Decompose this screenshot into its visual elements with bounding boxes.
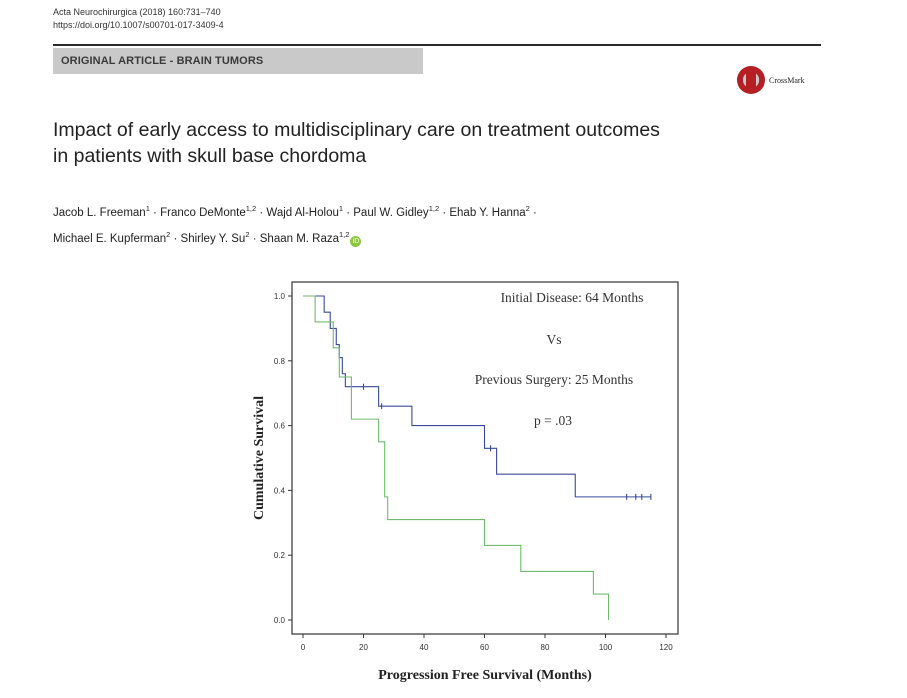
author-name[interactable]: Wajd Al-Holou <box>266 206 339 219</box>
x-tick-label: 0 <box>301 643 306 652</box>
x-tick-label: 20 <box>359 643 368 652</box>
crossmark-badge[interactable]: CrossMark <box>737 66 827 98</box>
y-tick-label: 0.8 <box>274 357 286 366</box>
author-name[interactable]: Jacob L. Freeman <box>53 206 146 219</box>
author-name[interactable]: Shaan M. Raza <box>259 232 340 245</box>
chart-annotation: Previous Surgery: 25 Months <box>475 372 633 387</box>
title-line-2: in patients with skull base chordoma <box>53 145 367 167</box>
author-separator: · <box>149 206 161 219</box>
author-affiliation: 1,2 <box>339 229 350 239</box>
x-tick-label: 60 <box>480 643 489 652</box>
crossmark-label: CrossMark <box>769 76 805 85</box>
author-name[interactable]: Michael E. Kupferman <box>53 232 167 245</box>
author-name[interactable]: Franco DeMonte <box>160 206 246 219</box>
survival-curve-2 <box>303 295 610 620</box>
doi-link[interactable]: https://doi.org/10.1007/s00701-017-3409-… <box>53 20 224 30</box>
section-label: ORIGINAL ARTICLE - BRAIN TUMORS <box>53 48 423 74</box>
author-separator: · <box>529 206 537 219</box>
author-separator: · <box>439 206 450 219</box>
chart-annotation: p = .03 <box>534 413 572 428</box>
x-tick-label: 100 <box>599 643 613 652</box>
y-axis-label: Cumulative Survival <box>252 396 267 520</box>
chart-annotation: Vs <box>546 332 561 347</box>
author-affiliation: 2 <box>166 229 171 239</box>
x-tick-label: 80 <box>541 643 550 652</box>
author-separator: · <box>256 206 267 219</box>
author-affiliation: 2 <box>245 229 250 239</box>
title-line-1: Impact of early access to multidisciplin… <box>53 119 660 141</box>
author-affiliation: 1,2 <box>428 204 440 213</box>
y-tick-label: 0.0 <box>274 616 286 625</box>
author-separator: · <box>343 206 354 219</box>
survival-figure: 0.0 0.2 0.4 0.6 0.8 1.0 0 20 40 60 80 100 120 Progres… <box>236 258 736 698</box>
author-affiliation: 1 <box>145 204 150 213</box>
y-tick-label: 0.4 <box>274 486 286 495</box>
article-title: Impact of early access to multidisciplin… <box>53 117 813 169</box>
orcid-icon[interactable]: iD <box>350 235 362 247</box>
crossmark-icon <box>737 66 765 94</box>
y-tick-label: 0.2 <box>274 551 286 560</box>
author-name[interactable]: Ehab Y. Hanna <box>449 206 526 219</box>
author-separator: · <box>170 232 181 245</box>
header-rule <box>53 44 821 46</box>
author-affiliation: 1 <box>338 204 344 213</box>
author-list: Jacob L. Freeman1 · Franco DeMonte1,2 · … <box>53 198 853 250</box>
chart-annotation: Initial Disease: 64 Months <box>501 290 644 305</box>
authors-line-2: Michael E. Kupferman2 · Shirley Y. Su2 ·… <box>53 224 853 250</box>
author-separator: · <box>249 232 260 245</box>
plot-frame <box>291 281 679 635</box>
author-affiliation: 1,2 <box>245 204 257 213</box>
author-name[interactable]: Paul W. Gidley <box>353 206 429 219</box>
kaplan-meier-chart: 0.0 0.2 0.4 0.6 0.8 1.0 0 20 40 60 80 100 120 Progres… <box>252 281 679 683</box>
x-tick-label: 40 <box>420 643 429 652</box>
journal-citation: Acta Neurochirurgica (2018) 160:731–740 … <box>53 6 224 32</box>
journal-line: Acta Neurochirurgica (2018) 160:731–740 <box>53 7 221 17</box>
y-tick-label: 0.6 <box>274 422 286 431</box>
x-tick-label: 120 <box>659 643 673 652</box>
x-axis-label: Progression Free Survival (Months) <box>378 668 592 683</box>
authors-line-1: Jacob L. Freeman1 · Franco DeMonte1,2 · … <box>53 198 853 224</box>
author-affiliation: 2 <box>525 204 530 213</box>
y-tick-label: 1.0 <box>274 292 286 301</box>
author-name[interactable]: Shirley Y. Su <box>180 232 246 245</box>
survival-curve-1 <box>303 295 651 498</box>
